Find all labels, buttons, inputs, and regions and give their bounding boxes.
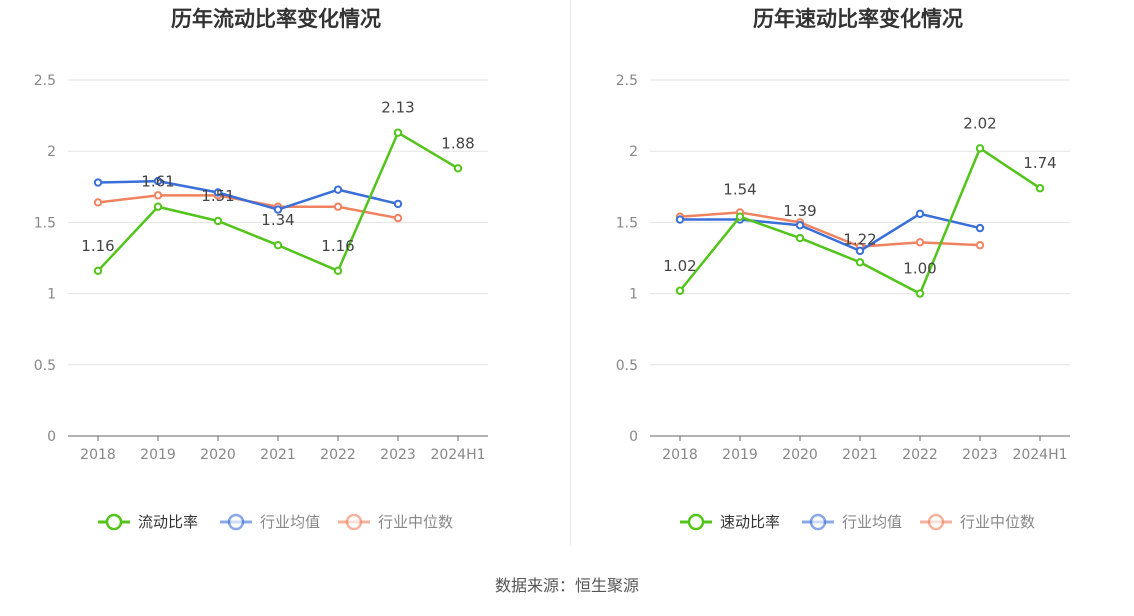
- x-tick-label: 2023: [962, 447, 998, 463]
- data-point-main: [153, 202, 163, 211]
- data-label: 1.34: [261, 211, 294, 229]
- data-label: 1.54: [723, 181, 756, 199]
- y-tick-label: 2.5: [34, 73, 56, 89]
- legend-label-avg: 行业均值: [842, 513, 902, 531]
- data-label: 1.00: [903, 260, 936, 278]
- x-tick-label: 2024H1: [430, 447, 485, 463]
- series-line-median: [679, 211, 981, 248]
- data-point-avg: [795, 221, 805, 230]
- y-tick-label: 1.5: [616, 215, 638, 231]
- data-point-main: [855, 258, 865, 267]
- y-tick-label: 0.5: [616, 358, 638, 374]
- data-point-main: [453, 164, 463, 173]
- legend-marker-median: [927, 513, 945, 531]
- x-tick-label: 2021: [842, 447, 878, 463]
- x-tick-label: 2019: [140, 447, 176, 463]
- data-point-main: [795, 233, 805, 243]
- data-point-main: [735, 212, 745, 221]
- y-tick-label: 2: [47, 144, 56, 160]
- x-tick-label: 2022: [902, 447, 938, 463]
- data-label: 1.61: [141, 173, 174, 191]
- x-tick-label: 2018: [662, 447, 698, 463]
- data-point-median: [915, 238, 925, 247]
- legend-marker-avg: [227, 513, 245, 531]
- data-label: 1.74: [1023, 154, 1056, 172]
- legend-label-avg: 行业均值: [260, 513, 320, 531]
- data-label: 1.22: [843, 230, 876, 248]
- x-tick-label: 2022: [320, 447, 356, 463]
- y-tick-label: 0.5: [34, 358, 56, 374]
- data-label: 1.16: [321, 237, 354, 255]
- y-tick-label: 1: [629, 287, 638, 303]
- y-tick-label: 0: [629, 429, 638, 445]
- data-point-avg: [273, 205, 283, 214]
- data-point-main: [675, 286, 685, 295]
- series-line-main: [97, 131, 459, 273]
- data-point-main: [975, 144, 985, 153]
- y-tick-label: 1.5: [34, 215, 56, 231]
- chart-title: 历年流动比率变化情况: [171, 7, 381, 31]
- panel-divider: [570, 0, 571, 545]
- legend-label-main: 流动比率: [138, 513, 198, 531]
- x-tick-label: 2018: [80, 447, 116, 463]
- data-point-median: [393, 213, 403, 223]
- y-tick-label: 1: [47, 287, 56, 303]
- legend-marker-median: [345, 513, 363, 531]
- data-point-avg: [975, 223, 985, 233]
- legend-label-median: 行业中位数: [960, 513, 1035, 531]
- data-point-main: [1035, 184, 1045, 193]
- legend-marker-avg: [809, 513, 827, 531]
- data-point-main: [333, 266, 343, 276]
- chart-panel-1: 历年流动比率变化情况 0 0.5 1 1.5 2 2.5 2018 2019 2020 2021 20…: [34, 7, 488, 531]
- x-tick-label: 2021: [260, 447, 296, 463]
- y-tick-label: 2: [629, 144, 638, 160]
- legend-label-median: 行业中位数: [378, 513, 453, 531]
- data-point-main: [93, 266, 103, 276]
- data-point-avg: [213, 188, 223, 197]
- data-point-median: [153, 191, 163, 200]
- data-point-median: [333, 202, 343, 211]
- data-point-avg: [153, 176, 163, 186]
- data-label: 1.51: [201, 187, 234, 205]
- data-point-main: [393, 128, 403, 137]
- x-tick-label: 2020: [200, 447, 236, 463]
- data-source-label: 数据来源：恒生聚源: [494, 576, 639, 595]
- x-tick-label: 2023: [380, 447, 416, 463]
- legend-label-main: 速动比率: [720, 513, 780, 531]
- series-line-main: [679, 147, 1041, 295]
- data-point-avg: [855, 246, 865, 256]
- data-point-median: [975, 240, 985, 250]
- data-point-avg: [393, 199, 403, 209]
- chart-panel-2: 历年速动比率变化情况 0 0.5 1 1.5 2 2.5 2018 2019 2020 2021 20…: [616, 7, 1070, 531]
- data-point-avg: [333, 185, 343, 194]
- series-line-avg: [97, 179, 399, 211]
- chart-title: 历年速动比率变化情况: [753, 7, 963, 31]
- legend-marker-main: [105, 513, 123, 531]
- series-line-median: [97, 194, 399, 220]
- data-point-main: [273, 240, 283, 250]
- x-tick-label: 2019: [722, 447, 758, 463]
- data-point-avg: [915, 209, 925, 219]
- series-line-avg: [680, 212, 981, 253]
- data-point-median: [93, 198, 103, 207]
- data-label: 1.02: [663, 257, 696, 275]
- data-label: 1.16: [81, 237, 114, 255]
- data-point-avg: [93, 178, 103, 187]
- y-tick-label: 2.5: [616, 73, 638, 89]
- data-point-main: [915, 289, 925, 298]
- y-tick-label: 0: [47, 429, 56, 445]
- data-label: 1.88: [441, 134, 474, 152]
- x-tick-label: 2020: [782, 447, 818, 463]
- data-label: 2.13: [381, 99, 414, 117]
- x-tick-label: 2024H1: [1012, 447, 1067, 463]
- data-point-main: [213, 216, 223, 226]
- legend-marker-main: [687, 513, 705, 531]
- data-point-avg: [675, 215, 685, 224]
- data-label: 1.39: [783, 202, 816, 220]
- data-label: 2.02: [963, 114, 996, 132]
